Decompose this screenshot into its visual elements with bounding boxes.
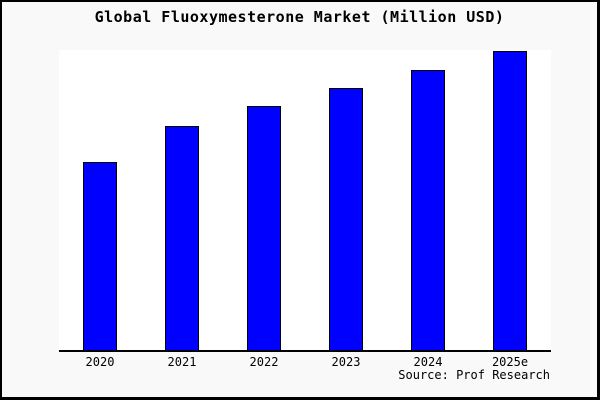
plot-area bbox=[59, 50, 551, 352]
x-tick-label-2022: 2022 bbox=[249, 355, 279, 369]
bar-2023 bbox=[329, 88, 363, 350]
x-tick-label-2024: 2024 bbox=[413, 355, 443, 369]
bar-2021 bbox=[165, 125, 199, 350]
bar-2020 bbox=[83, 161, 117, 350]
x-tick-label-2021: 2021 bbox=[167, 355, 197, 369]
bar-2022 bbox=[247, 106, 281, 350]
bar-slot bbox=[223, 50, 305, 350]
source-note: Source: Prof Research bbox=[398, 368, 550, 382]
chart-title: Global Fluoxymesterone Market (Million U… bbox=[94, 8, 505, 26]
bar-2025e bbox=[493, 50, 527, 350]
x-axis-tick-labels: 2020 2021 2022 2023 2024 2025e bbox=[59, 355, 551, 369]
bar-slot bbox=[305, 50, 387, 350]
bar-slot bbox=[59, 50, 141, 350]
bar-slot bbox=[469, 50, 551, 350]
bar-2024 bbox=[411, 70, 445, 350]
x-tick-label-2020: 2020 bbox=[85, 355, 115, 369]
bar-slot bbox=[387, 50, 469, 350]
bar-slot bbox=[141, 50, 223, 350]
x-tick-label-2023: 2023 bbox=[331, 355, 361, 369]
x-tick-label-2025e: 2025e bbox=[491, 355, 529, 369]
